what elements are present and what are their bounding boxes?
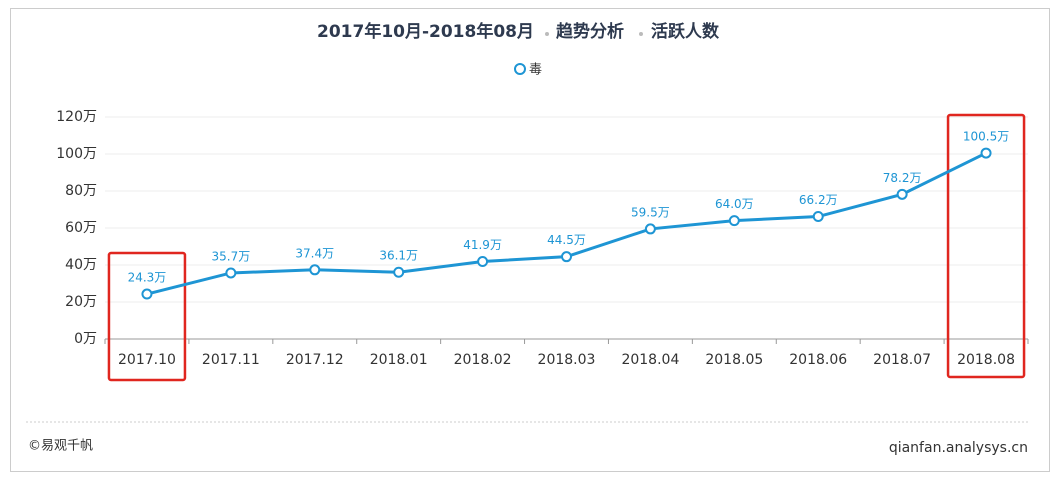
point [225, 267, 237, 279]
y-tick-label: 120万 [56, 109, 97, 125]
point [309, 264, 321, 276]
x-tick-label: 2018.08 [957, 352, 1015, 368]
separator [639, 32, 643, 36]
point [812, 211, 824, 223]
point [728, 215, 740, 227]
value-label: 64.0万 [715, 197, 754, 211]
x-tick-label: 2018.01 [370, 352, 428, 368]
x-tick-label: 2017.10 [118, 352, 176, 368]
y-tick-label: 80万 [65, 183, 97, 199]
point [477, 255, 489, 267]
footer-left: ©易观千帆 [28, 439, 93, 454]
value-label: 36.1万 [379, 249, 418, 263]
value-label: 44.5万 [547, 233, 586, 247]
point [644, 223, 656, 235]
footer-right: qianfan.analysys.cn [889, 440, 1028, 456]
point [561, 251, 572, 263]
y-tick-label: 20万 [65, 294, 97, 310]
legend-marker [514, 63, 526, 75]
value-label: 78.2万 [883, 171, 922, 185]
point [393, 266, 405, 278]
value-label: 59.5万 [631, 205, 670, 219]
x-tick-label: 2017.12 [286, 352, 344, 368]
point [980, 147, 992, 159]
x-tick-label: 2018.07 [873, 352, 931, 368]
highlight-box [107, 251, 187, 382]
chart-metric: 活跃人数 [651, 21, 720, 42]
value-label: 41.9万 [463, 238, 502, 252]
x-tick-label: 2018.06 [789, 352, 847, 368]
point [896, 188, 908, 200]
x-tick-label: 2018.05 [705, 352, 763, 368]
legend-label: 毒 [529, 63, 542, 78]
value-label: 66.2万 [799, 193, 838, 207]
point [141, 288, 153, 300]
x-tick-label: 2018.02 [454, 352, 512, 368]
separator [545, 32, 549, 36]
highlight-box [946, 113, 1026, 379]
value-label: 24.3万 [128, 271, 167, 285]
x-tick-label: 2018.03 [538, 352, 596, 368]
chart-subtitle: 趋势分析 [556, 21, 624, 42]
value-label: 35.7万 [211, 249, 250, 263]
y-tick-label: 100万 [56, 146, 97, 162]
y-tick-label: 40万 [65, 257, 97, 273]
y-tick-label: 60万 [65, 220, 97, 236]
value-label: 37.4万 [295, 246, 334, 260]
x-tick-label: 2018.04 [621, 352, 679, 368]
frame [10, 8, 1050, 472]
y-tick-label: 0万 [74, 331, 97, 347]
x-tick-label: 2017.11 [202, 352, 260, 368]
chart-title: 2017年10月-2018年08月 [317, 21, 534, 42]
value-label: 100.5万 [963, 130, 1009, 144]
